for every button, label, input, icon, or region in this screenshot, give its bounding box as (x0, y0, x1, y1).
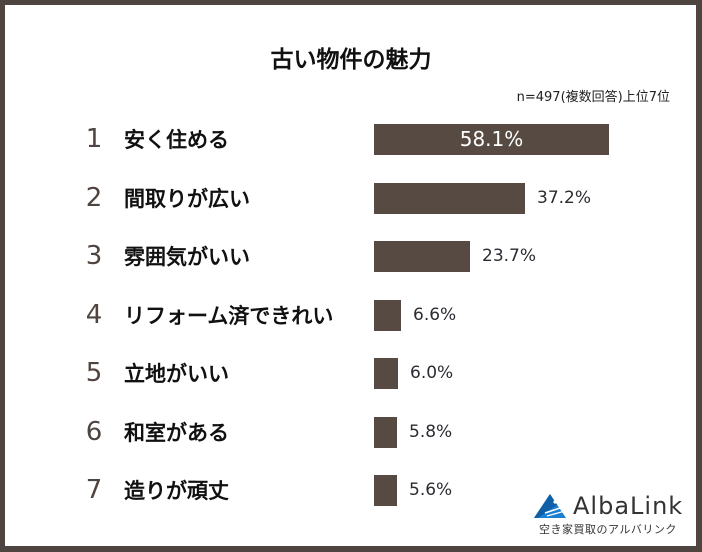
ranking-row: 3 雰囲気がいい 23.7% (0, 241, 702, 273)
value-label: 6.0% (410, 363, 454, 383)
rank-number: 5 (85, 358, 103, 388)
category-label: 安く住める (124, 128, 229, 152)
ranking-row: 7 造りが頑丈 5.6% (0, 475, 702, 507)
ranking-row: 1 安く住める 58.1% (0, 124, 702, 156)
category-label: 造りが頑丈 (124, 479, 229, 503)
logo-tagline: 空き家買取のアルバリンク (539, 523, 677, 536)
chart-title: 古い物件の魅力 (270, 47, 432, 73)
bar (374, 183, 525, 214)
bar (374, 475, 397, 506)
sample-note: n=497(複数回答)上位7位 (516, 90, 670, 105)
albalink-logo: AlbaLink 空き家買取のアルバリンク (533, 491, 683, 537)
value-label: 5.8% (409, 422, 453, 442)
value-label: 5.6% (409, 480, 453, 500)
category-label: 間取りが広い (124, 187, 250, 211)
category-label: 雰囲気がいい (124, 245, 250, 269)
bar (374, 124, 609, 155)
ranking-row: 6 和室がある 5.8% (0, 417, 702, 449)
category-label: 立地がいい (124, 362, 229, 386)
bar (374, 358, 398, 389)
rank-number: 2 (85, 183, 103, 213)
category-label: リフォーム済できれい (124, 304, 334, 328)
rank-number: 6 (85, 417, 103, 447)
bar (374, 417, 397, 448)
value-label: 37.2% (537, 188, 592, 208)
rank-number: 1 (85, 124, 103, 154)
value-label: 23.7% (482, 246, 537, 266)
rank-number: 4 (85, 300, 103, 330)
ranking-row: 5 立地がいい 6.0% (0, 358, 702, 390)
rank-number: 3 (85, 241, 103, 271)
value-label: 58.1% (459, 127, 524, 151)
value-label: 6.6% (413, 305, 457, 325)
albalink-triangle-icon (534, 494, 566, 518)
ranking-row: 4 リフォーム済できれい 6.6% (0, 300, 702, 332)
rank-number: 7 (85, 475, 103, 505)
bar (374, 300, 401, 331)
ranking-row: 2 間取りが広い 37.2% (0, 183, 702, 215)
category-label: 和室がある (124, 421, 229, 445)
logo-name: AlbaLink (573, 492, 684, 520)
bar (374, 241, 470, 272)
